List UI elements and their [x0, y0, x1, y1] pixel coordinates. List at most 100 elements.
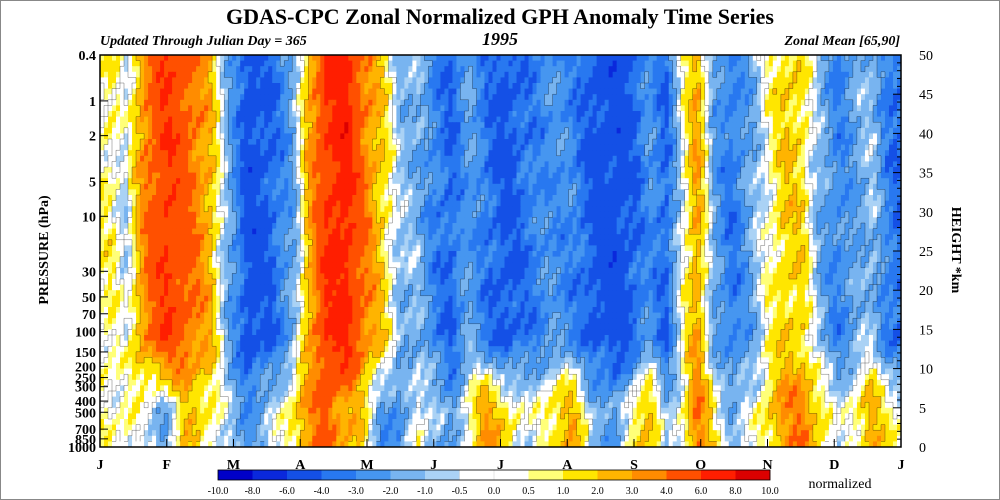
- heatmap-cell: [296, 144, 301, 151]
- heatmap-cell: [276, 167, 281, 173]
- heatmap-cell: [124, 161, 129, 168]
- heatmap-cell: [796, 71, 802, 78]
- heatmap-cell: [172, 178, 177, 185]
- heatmap-cell: [184, 116, 189, 123]
- heatmap-cell: [248, 178, 253, 185]
- heatmap-cell: [556, 71, 561, 78]
- heatmap-cell: [504, 111, 509, 117]
- heatmap-cell: [440, 150, 445, 157]
- heatmap-cell: [412, 66, 417, 73]
- heatmap-cell: [188, 122, 193, 129]
- heatmap-cell: [420, 77, 425, 84]
- heatmap-cell: [848, 71, 854, 78]
- heatmap-cell: [628, 83, 634, 89]
- heatmap-cell: [356, 105, 361, 112]
- heatmap-cell: [100, 116, 105, 123]
- heatmap-cell: [752, 60, 758, 67]
- heatmap-cell: [520, 133, 525, 140]
- heatmap-cell: [352, 99, 357, 106]
- heatmap-cell: [860, 155, 866, 162]
- heatmap-cell: [480, 60, 485, 67]
- heatmap-cell: [404, 172, 409, 179]
- heatmap-cell: [364, 155, 369, 162]
- heatmap-cell: [328, 189, 333, 196]
- heatmap-cell: [672, 116, 678, 123]
- heatmap-cell: [504, 167, 509, 173]
- heatmap-cell: [628, 161, 634, 168]
- heatmap-cell: [248, 150, 253, 157]
- heatmap-cell: [164, 139, 169, 145]
- heatmap-cell: [860, 133, 866, 140]
- heatmap-cell: [856, 133, 862, 140]
- heatmap-cell: [432, 111, 437, 117]
- heatmap-cell: [560, 71, 565, 78]
- heatmap-cell: [208, 155, 213, 162]
- heatmap-cell: [228, 172, 233, 179]
- heatmap-cell: [832, 139, 838, 145]
- heatmap-cell: [608, 66, 614, 73]
- heatmap-cell: [692, 111, 698, 117]
- heatmap-cell: [340, 183, 345, 190]
- heatmap-cell: [400, 83, 405, 89]
- heatmap-cell: [404, 71, 409, 78]
- heatmap-cell: [544, 94, 549, 101]
- heatmap-cell: [324, 55, 329, 61]
- heatmap-cell: [836, 172, 842, 179]
- heatmap-cell: [428, 133, 433, 140]
- heatmap-cell: [300, 55, 305, 61]
- heatmap-cell: [124, 127, 129, 134]
- heatmap-cell: [756, 144, 762, 151]
- heatmap-cell: [672, 55, 678, 61]
- heatmap-cell: [744, 144, 750, 151]
- heatmap-cell: [140, 150, 145, 157]
- heatmap-cell: [408, 60, 413, 67]
- heatmap-cell: [632, 71, 638, 78]
- heatmap-cell: [668, 94, 674, 101]
- heatmap-cell: [196, 133, 201, 140]
- heatmap-cell: [372, 111, 377, 117]
- heatmap-cell: [152, 150, 157, 157]
- heatmap-cell: [644, 122, 650, 129]
- heatmap-cell: [392, 116, 397, 123]
- heatmap-cell: [176, 71, 181, 78]
- heatmap-cell: [168, 172, 173, 179]
- heatmap-cell: [756, 99, 762, 106]
- heatmap-cell: [488, 55, 493, 61]
- heatmap-cell: [464, 155, 469, 162]
- heatmap-cell: [332, 88, 337, 95]
- heatmap-cell: [276, 71, 281, 78]
- heatmap-cell: [648, 161, 654, 168]
- heatmap-cell: [612, 183, 618, 190]
- heatmap-cell: [348, 116, 353, 123]
- heatmap-cell: [372, 66, 377, 73]
- heatmap-cell: [348, 111, 353, 117]
- heatmap-cell: [496, 105, 501, 112]
- heatmap-cell: [196, 178, 201, 185]
- heatmap-cell: [568, 155, 573, 162]
- heatmap-cell: [160, 161, 165, 168]
- heatmap-cell: [852, 60, 858, 67]
- heatmap-cell: [396, 172, 401, 179]
- heatmap-cell: [748, 167, 754, 173]
- heatmap-cell: [236, 55, 241, 61]
- heatmap-cell: [280, 127, 285, 134]
- heatmap-cell: [112, 122, 117, 129]
- heatmap-cell: [748, 116, 754, 123]
- heatmap-cell: [500, 161, 505, 168]
- heatmap-cell: [192, 150, 197, 157]
- heatmap-cell: [364, 55, 369, 61]
- heatmap-cell: [736, 178, 742, 185]
- heatmap-cell: [732, 172, 738, 179]
- heatmap-cell: [828, 150, 834, 157]
- heatmap-cell: [108, 144, 113, 151]
- heatmap-cell: [760, 161, 766, 168]
- heatmap-cell: [320, 144, 325, 151]
- heatmap-cell: [380, 71, 385, 78]
- heatmap-cell: [596, 144, 602, 151]
- heatmap-cell: [680, 60, 686, 67]
- heatmap-cell: [648, 150, 654, 157]
- heatmap-cell: [300, 133, 305, 140]
- heatmap-cell: [532, 99, 537, 106]
- heatmap-cell: [848, 55, 854, 61]
- heatmap-cell: [812, 122, 818, 129]
